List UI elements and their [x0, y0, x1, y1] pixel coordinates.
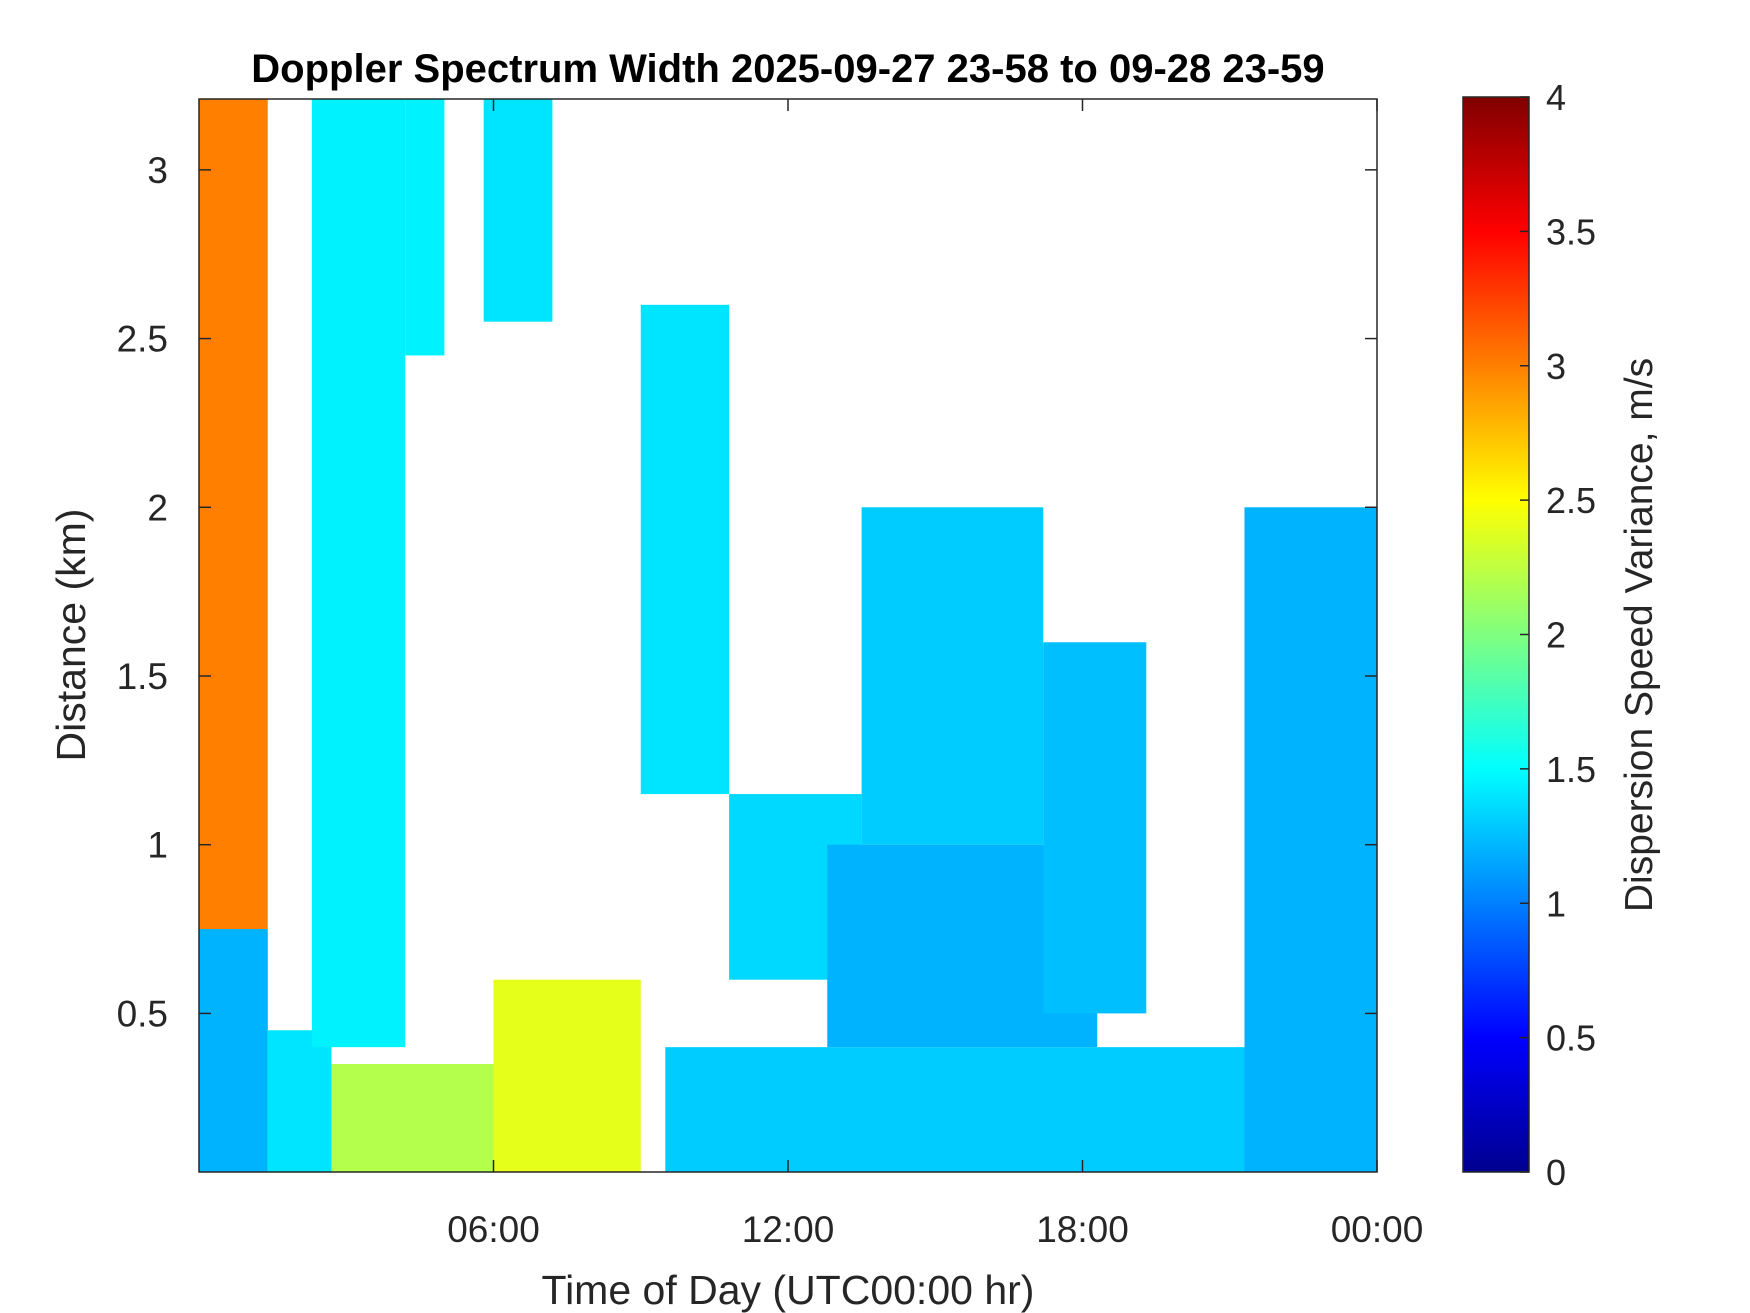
colorbar-tick-label: 3.5: [1546, 211, 1596, 252]
colorbar-tick-label: 1: [1546, 883, 1566, 924]
heatmap-region-2: [199, 929, 268, 1172]
heatmap-region-5: [331, 1064, 494, 1172]
x-axis-label: Time of Day (UTC00:00 hr): [542, 1267, 1035, 1313]
x-tick-label: 12:00: [742, 1209, 835, 1250]
colorbar-label: Dispersion Speed Variance, m/s: [1618, 358, 1661, 912]
colorbar-tick-label: 2: [1546, 615, 1566, 656]
y-axis: 0.5 1 1.5 2 2.5 3: [117, 150, 1377, 1034]
colorbar-tick-label: 3: [1546, 346, 1566, 387]
colorbar-tick-label: 4: [1546, 77, 1566, 118]
chart-title: Doppler Spectrum Width 2025-09-27 23-58 …: [251, 47, 1324, 91]
y-tick-label: 1: [147, 825, 168, 866]
colorbar-axis: 0 0.5 1 1.5 2 2.5 3 3.5 4: [1520, 77, 1596, 1193]
heatmap-region-13: [861, 507, 1044, 845]
y-axis-label: Distance (km): [48, 509, 94, 762]
y-tick-label: 1.5: [117, 656, 168, 697]
colorbar-tick-label: 0.5: [1546, 1018, 1596, 1059]
y-tick-label: 0.5: [117, 993, 168, 1034]
colorbar-tick-label: 2.5: [1546, 480, 1596, 521]
x-tick-label: 06:00: [447, 1209, 540, 1250]
heatmap-region-4: [311, 99, 406, 1048]
heatmap-region-14: [1043, 642, 1147, 1014]
y-tick-label: 2: [147, 487, 168, 528]
x-axis: 06:00 12:00 18:00 00:00: [447, 99, 1423, 1250]
x-tick-label: 00:00: [1331, 1209, 1424, 1250]
heatmap-region-15: [1244, 507, 1377, 1172]
colorbar-tick-label: 0: [1546, 1152, 1566, 1193]
y-tick-label: 2.5: [117, 319, 168, 360]
colorbar-tick-label: 1.5: [1546, 749, 1596, 790]
colorbar: [1462, 96, 1530, 1173]
heatmap-region-7: [483, 99, 553, 322]
heatmap-region-6: [405, 99, 445, 356]
heatmap-region-3: [267, 1030, 332, 1172]
heatmap-region-9: [640, 304, 730, 795]
x-tick-label: 18:00: [1036, 1209, 1129, 1250]
y-tick-label: 3: [147, 150, 168, 191]
heatmap-region-8: [493, 979, 641, 1172]
heatmap-layer: [199, 99, 1377, 1172]
